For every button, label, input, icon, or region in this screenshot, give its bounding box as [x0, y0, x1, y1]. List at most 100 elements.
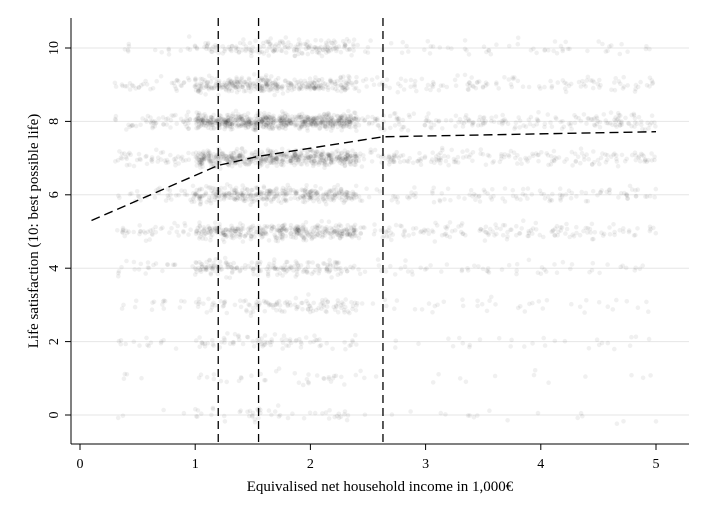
scatter-point	[261, 51, 267, 56]
scatter-point	[318, 115, 324, 121]
scatter-point	[283, 270, 288, 275]
scatter-point	[397, 122, 402, 127]
scatter-point	[193, 260, 198, 265]
scatter-point	[249, 120, 254, 126]
scatter-point	[377, 82, 382, 87]
scatter-point	[466, 87, 471, 93]
scatter-point	[153, 230, 159, 235]
scatter-point	[178, 116, 184, 122]
scatter-point	[417, 150, 422, 156]
scatter-point	[324, 266, 329, 272]
scatter-point	[197, 224, 203, 229]
scatter-point	[356, 116, 362, 122]
scatter-point	[302, 41, 308, 47]
scatter-point	[215, 271, 221, 277]
scatter-point	[210, 406, 216, 412]
scatter-point	[424, 86, 429, 92]
scatter-point	[337, 236, 343, 241]
scatter-point	[444, 84, 450, 90]
scatter-point	[226, 265, 231, 270]
scatter-point	[160, 302, 165, 307]
scatter-point	[293, 191, 299, 196]
scatter-point	[239, 123, 244, 129]
scatter-point	[223, 227, 229, 232]
scatter-point	[241, 41, 246, 47]
scatter-point	[578, 146, 584, 151]
scatter-point	[295, 156, 301, 162]
scatter-point	[340, 231, 346, 236]
scatter-point	[307, 194, 313, 200]
scatter-point	[322, 81, 328, 87]
scatter-point	[603, 49, 609, 54]
scatter-point	[284, 151, 289, 157]
scatter-point	[148, 228, 153, 233]
scatter-point	[512, 75, 517, 80]
scatter-point	[234, 146, 240, 152]
scatter-point	[339, 118, 344, 123]
scatter-point	[150, 232, 155, 237]
scatter-point	[339, 114, 345, 120]
scatter-point	[240, 239, 246, 244]
scatter-point	[268, 188, 273, 194]
scatter-point	[192, 192, 198, 198]
scatter-point	[292, 118, 298, 123]
scatter-point	[169, 80, 175, 86]
scatter-point	[278, 121, 283, 126]
scatter-point	[342, 163, 348, 168]
scatter-point	[124, 230, 130, 236]
scatter-point	[457, 376, 463, 381]
scatter-point	[286, 45, 291, 51]
scatter-point	[439, 269, 444, 274]
scatter-point	[208, 115, 214, 120]
scatter-point	[505, 229, 510, 235]
scatter-point	[481, 115, 487, 120]
scatter-point	[610, 307, 616, 312]
scatter-point	[260, 117, 266, 122]
scatter-point	[247, 225, 252, 231]
scatter-point	[243, 196, 248, 201]
scatter-point	[304, 298, 309, 304]
scatter-point	[329, 160, 334, 166]
scatter-point	[253, 152, 258, 158]
scatter-point	[212, 155, 217, 160]
scatter-point	[239, 116, 245, 121]
scatter-point	[453, 124, 458, 129]
scatter-point	[341, 118, 346, 124]
scatter-point	[283, 197, 288, 202]
scatter-point	[314, 191, 319, 196]
scatter-point	[202, 78, 207, 83]
scatter-point	[215, 156, 221, 162]
scatter-point	[211, 376, 217, 382]
scatter-point	[552, 232, 557, 238]
scatter-point	[197, 300, 202, 305]
scatter-point	[259, 191, 264, 197]
scatter-point	[269, 160, 274, 165]
scatter-point	[234, 234, 239, 239]
scatter-point	[249, 224, 254, 230]
scatter-point	[510, 193, 516, 199]
scatter-point	[305, 154, 311, 160]
scatter-point	[193, 406, 198, 412]
scatter-point	[195, 118, 200, 124]
scatter-point	[121, 302, 126, 308]
scatter-point	[316, 77, 321, 83]
scatter-point	[240, 155, 246, 160]
scatter-point	[452, 228, 458, 233]
scatter-point	[317, 160, 322, 166]
scatter-point	[350, 339, 356, 345]
scatter-point	[271, 160, 276, 165]
scatter-point	[555, 233, 560, 238]
scatter-point	[201, 301, 206, 307]
scatter-point	[306, 116, 312, 122]
scatter-point	[278, 85, 284, 90]
scatter-point	[351, 224, 357, 229]
scatter-point	[242, 122, 248, 128]
scatter-point	[112, 116, 118, 122]
scatter-point	[334, 260, 340, 265]
scatter-point	[268, 198, 274, 203]
scatter-point	[334, 304, 339, 309]
scatter-point	[283, 197, 289, 203]
scatter-point	[208, 122, 213, 128]
scatter-point	[442, 153, 447, 159]
scatter-point	[240, 223, 246, 228]
